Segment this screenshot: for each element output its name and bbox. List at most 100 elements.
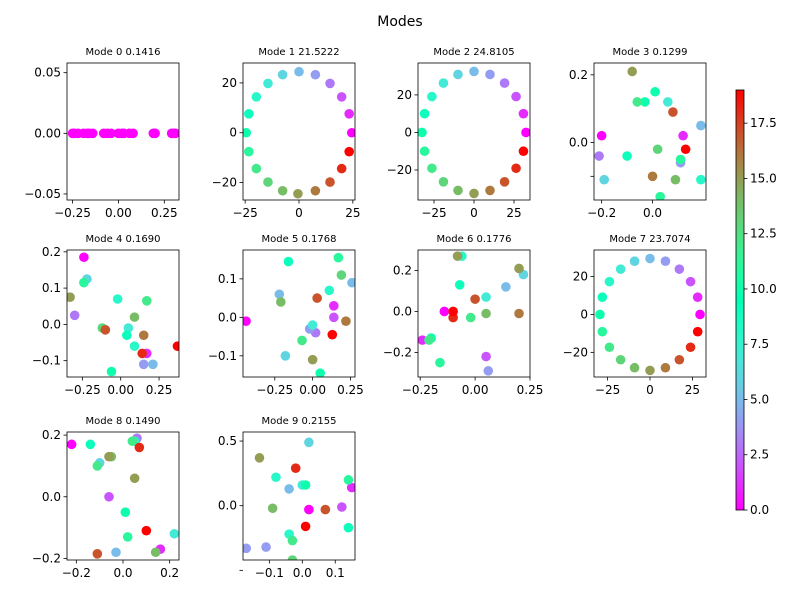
axes-frame — [242, 431, 356, 561]
scatter-point — [419, 146, 430, 157]
subplot-grid: Mode 0 0.1416−0.25 0.00 0.25−0.050.000.05M… — [24, 47, 707, 580]
colorbar-tick-label: 0.0 — [750, 503, 769, 517]
scatter-point — [596, 130, 607, 141]
scatter-point — [325, 177, 335, 187]
scatter-point — [678, 130, 688, 141]
scatter-point — [310, 69, 321, 80]
scatter-point — [650, 86, 660, 97]
subplot-mode-0: Mode 0 0.1416 −0.25 0.00 0.25 −0.05 0.00 0.05 — [24, 47, 180, 220]
scatter-points — [67, 433, 179, 559]
scatter-point — [336, 163, 347, 174]
scatter-point — [310, 185, 321, 196]
scatter-point — [129, 341, 140, 351]
y-tick-label: −20 — [212, 176, 237, 190]
subplot-mode-9: Mode 9 0.2155 −0.1 0.0 0.1 0.0 0.5 — [218, 416, 356, 580]
x-tick-label: 0.25 — [146, 383, 173, 397]
scatter-point — [692, 292, 703, 303]
scatter-point — [69, 310, 80, 321]
scatter-point — [336, 92, 347, 102]
scatter-point — [439, 306, 450, 317]
scatter-point — [307, 320, 318, 330]
scatter-point — [244, 146, 254, 157]
x-tick-label: 25 — [685, 383, 700, 397]
y-tick-label: 0.1 — [42, 281, 61, 295]
scatter-point — [274, 289, 285, 300]
scatter-point — [696, 174, 706, 185]
scatter-point — [674, 354, 685, 365]
colorbar-tick-label: 17.5 — [750, 116, 777, 130]
scatter-point — [122, 532, 133, 542]
scatter-point — [511, 163, 521, 174]
scatter-point — [172, 341, 179, 351]
scatter-point — [304, 437, 314, 448]
scatter-point — [320, 504, 331, 515]
scatter-point — [453, 69, 463, 80]
scatter-points — [243, 66, 355, 199]
x-tick-label: −0.2 — [587, 206, 616, 220]
scatter-points — [67, 252, 179, 377]
scatter-point — [514, 308, 524, 319]
y-tick-label: −0.1 — [208, 349, 237, 363]
scatter-point — [104, 451, 114, 462]
scatter-point — [300, 480, 311, 490]
subplot-title: Mode 7 23.7074 — [609, 234, 690, 245]
scatter-point — [261, 542, 271, 552]
scatter-point — [169, 528, 179, 539]
scatter-point — [645, 365, 655, 376]
scatter-point — [277, 69, 288, 80]
scatter-point — [111, 547, 121, 558]
scatter-point — [290, 463, 301, 474]
subplot-mode-5: Mode 5 0.1768 −0.25 0.00 0.25 −0.1 0.0 0.1 — [208, 234, 364, 397]
scatter-point — [427, 91, 437, 102]
scatter-point — [280, 351, 291, 361]
scatter-point — [344, 109, 354, 119]
x-tick-label: 0.00 — [107, 383, 134, 397]
scatter-points — [418, 66, 530, 199]
scatter-point — [333, 252, 344, 263]
scatter-point — [597, 292, 608, 303]
scatter-point — [670, 174, 681, 185]
scatter-point — [129, 312, 140, 322]
scatter-point — [243, 316, 251, 326]
colorbar-tick-label: 12.5 — [750, 227, 777, 241]
scatter-point — [297, 335, 307, 346]
colorbar-tick-label: 15.0 — [750, 171, 777, 185]
colorbar-frame — [735, 89, 745, 511]
scatter-point — [244, 109, 254, 119]
scatter-point — [424, 335, 434, 345]
scatter-point — [501, 282, 511, 292]
y-tick-label: 0.0 — [393, 304, 412, 318]
scatter-points — [243, 252, 355, 377]
scatter-point — [129, 473, 140, 484]
scatter-point — [343, 475, 354, 485]
scatter-point — [150, 547, 161, 558]
colorbar-tick-label: 2.5 — [750, 448, 769, 462]
scatter-point — [346, 482, 355, 493]
colorbar-tick-label: 5.0 — [750, 392, 769, 406]
scatter-point — [675, 154, 686, 165]
subplot-mode-7: Mode 7 23.7074 −25 0 25 −20 0 20 — [563, 234, 707, 397]
subplot-title: Mode 0 0.1416 — [86, 47, 161, 58]
scatter-point — [655, 191, 665, 200]
scatter-point — [645, 253, 655, 264]
scatter-point — [170, 128, 179, 139]
x-tick-label: 0 — [295, 206, 303, 220]
scatter-point — [267, 503, 278, 514]
y-tick-label: −0.2 — [383, 345, 412, 359]
subplot-mode-1: Mode 1 21.5222 −25 0 25 −20 0 20 — [212, 47, 361, 220]
scatter-point — [137, 348, 147, 359]
scatter-point — [470, 294, 480, 304]
y-tick-label: 0.05 — [34, 66, 61, 80]
scatter-point — [324, 285, 335, 296]
scatter-point — [329, 312, 339, 323]
scatter-point — [141, 296, 152, 306]
scatter-point — [104, 491, 114, 502]
x-tick-label: 0 — [646, 383, 654, 397]
axes-frame — [66, 62, 180, 201]
x-tick-label: −25 — [232, 206, 257, 220]
scatter-point — [632, 97, 643, 107]
scatter-point — [604, 276, 615, 287]
axes-frame — [417, 62, 531, 201]
scatter-point — [78, 128, 89, 139]
scatter-point — [85, 439, 96, 450]
